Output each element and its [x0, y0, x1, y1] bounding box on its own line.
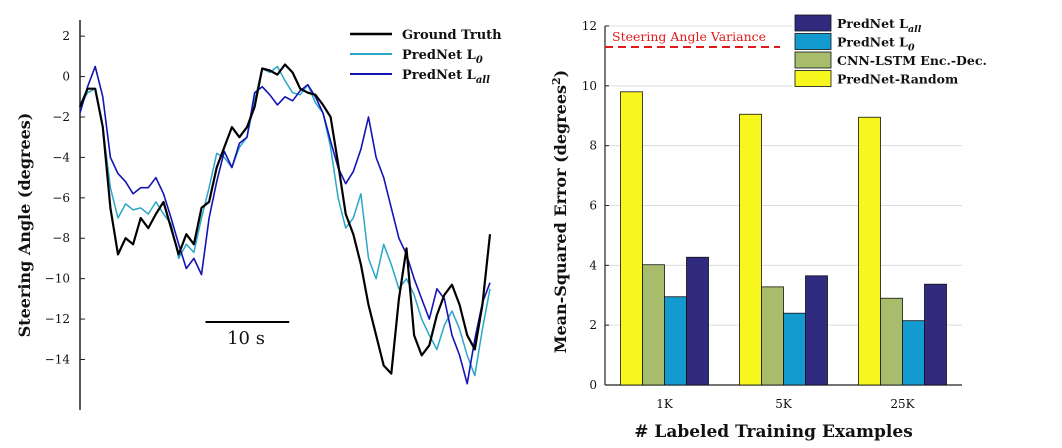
legend-label-subscript: all — [908, 24, 922, 35]
right-y-tick-label: 12 — [582, 19, 597, 33]
legend-label: CNN-LSTM Enc.-Dec. — [837, 53, 987, 68]
right-y-tick-label: 8 — [589, 139, 597, 153]
bar — [858, 116, 881, 386]
variance-reference-label: Steering Angle Variance — [612, 29, 766, 44]
x-tick-label: 25K — [890, 397, 915, 411]
legend-label-subscript: 0 — [908, 43, 915, 54]
x-tick-label: 5K — [775, 397, 793, 411]
bar — [620, 91, 643, 386]
left-y-axis-label: Steering Angle (degrees) — [15, 113, 34, 338]
legend-swatch — [794, 70, 832, 87]
bar — [880, 297, 903, 386]
right-y-tick-label: 2 — [589, 318, 597, 332]
legend-label-text: Ground Truth — [402, 28, 502, 43]
right-y-axis-label-main: Mean-Squared Error (degrees — [551, 85, 570, 353]
series-line-1 — [79, 65, 491, 377]
bar — [761, 286, 784, 386]
right-y-tick-label: 0 — [589, 378, 597, 392]
right-y-axis-label: Mean-Squared Error (degrees2) — [550, 70, 570, 354]
bar — [739, 113, 762, 386]
left-y-tick-label: −10 — [45, 272, 70, 286]
legend-label: PredNet L0 — [837, 35, 915, 54]
right-y-tick-label: 4 — [589, 258, 597, 272]
x-tick-label: 1K — [656, 397, 674, 411]
left-y-tick-label: −8 — [52, 231, 70, 245]
left-y-tick-label: −4 — [52, 150, 70, 164]
legend-label: PredNet L0 — [402, 48, 483, 66]
right-y-tick-label: 10 — [582, 79, 597, 93]
legend-label: Ground Truth — [402, 28, 502, 43]
bar — [805, 275, 828, 386]
legend-label-subscript: 0 — [476, 55, 483, 66]
left-y-tick-label: −6 — [52, 191, 70, 205]
series-line-0 — [78, 63, 492, 375]
bar — [902, 320, 925, 386]
legend-label-text: PredNet L — [402, 68, 476, 83]
legend-label-subscript: all — [476, 75, 490, 86]
left-y-tick-label: −12 — [45, 312, 70, 326]
bar — [664, 296, 687, 386]
legend-swatch — [794, 33, 832, 50]
legend-label-text: PredNet L — [402, 48, 476, 63]
legend-swatch — [794, 14, 832, 32]
series-line-2 — [79, 65, 491, 385]
legend-label-text: PredNet L — [837, 16, 908, 31]
legend-swatch — [794, 51, 832, 69]
right-y-axis-label-sup: 2 — [550, 77, 563, 85]
legend-label: PredNet Lall — [402, 68, 490, 86]
left-y-tick-label: −14 — [45, 352, 71, 366]
bar — [783, 312, 806, 386]
right-y-axis-label-close: ) — [551, 70, 570, 78]
left-y-tick-label: 0 — [62, 70, 70, 84]
legend-label-text: CNN-LSTM Enc.-Dec. — [837, 53, 987, 68]
legend-label-text: PredNet-Random — [837, 72, 958, 87]
time-scale-bar-label: 10 s — [227, 328, 265, 349]
left-y-tick-label: 2 — [62, 29, 70, 43]
legend-label-text: PredNet L — [837, 35, 908, 50]
right-y-tick-label: 6 — [589, 199, 597, 213]
bar — [642, 264, 665, 386]
bar — [924, 283, 947, 386]
steering-line-chart: 2 0 −2 −4 −6 −8 −10 −12 −14 Steering Angle (degre… — [15, 20, 502, 410]
left-y-tick-label: −2 — [52, 110, 70, 124]
bar — [686, 256, 709, 386]
right-x-axis-label: # Labeled Training Examples — [634, 422, 913, 442]
legend-label: PredNet-Random — [837, 72, 958, 87]
legend-label: PredNet Lall — [837, 16, 922, 35]
